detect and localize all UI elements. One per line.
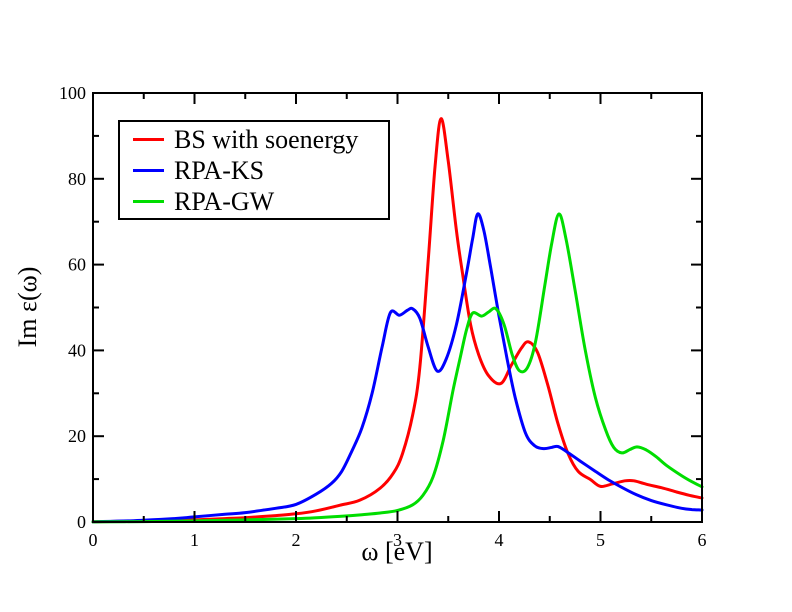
tick-group — [92, 92, 703, 523]
x-tick-label: 2 — [292, 530, 301, 550]
curve-rpa-ks — [91, 212, 704, 524]
y-axis-title: Im ε(ω) — [13, 267, 42, 348]
x-tick-label: 6 — [698, 530, 707, 550]
x-tick-label: 3 — [393, 530, 402, 550]
y-tick-label: 40 — [68, 340, 86, 360]
curve-rpa-gw — [91, 212, 704, 524]
x-tick-label: 4 — [495, 530, 504, 550]
x-tick-label: 5 — [596, 530, 605, 550]
y-tick-label: 60 — [68, 255, 86, 275]
curve-group — [91, 117, 704, 524]
legend-item: RPA-KS — [133, 155, 388, 186]
x-tick-label: 1 — [190, 530, 199, 550]
y-tick-label: 20 — [68, 426, 86, 446]
legend-label: RPA-GW — [174, 186, 275, 216]
legend-line-sample-blue — [133, 168, 164, 172]
x-tick-label: 0 — [89, 530, 98, 550]
legend-label: RPA-KS — [174, 155, 265, 185]
y-tick-label: 0 — [77, 512, 86, 532]
y-tick-label: 100 — [59, 83, 86, 103]
legend: BS with soenergy RPA-KS RPA-GW — [118, 120, 390, 220]
legend-item: RPA-GW — [133, 186, 388, 217]
legend-item: BS with soenergy — [133, 124, 388, 155]
y-tick-label: 80 — [68, 169, 86, 189]
legend-line-sample-green — [133, 199, 164, 203]
legend-label: BS with soenergy — [174, 124, 359, 154]
x-axis-title: ω [eV] — [361, 537, 432, 566]
legend-line-sample-red — [133, 137, 164, 141]
curve-bs-with-soenergy — [91, 117, 704, 524]
